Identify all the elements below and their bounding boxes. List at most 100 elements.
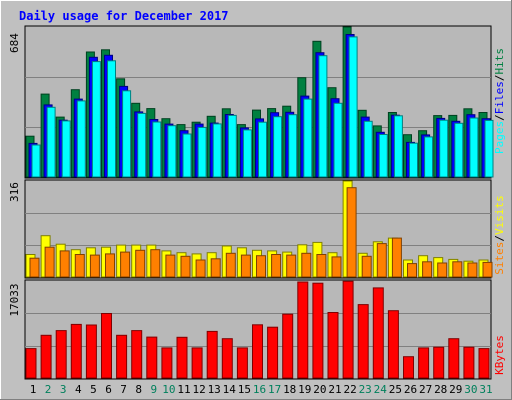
bar-kbytes-29: [448, 338, 460, 379]
bar-kbytes-31: [478, 348, 490, 379]
x-tick-3: 3: [60, 383, 67, 396]
bar-sites-4: [74, 254, 85, 278]
bar-sites-13: [210, 258, 221, 278]
bar-pages-14: [227, 114, 237, 178]
bar-sites-15: [240, 254, 251, 278]
bar-sites-24: [376, 243, 387, 278]
visits-ymax-label: 316: [8, 182, 21, 202]
bar-sites-23: [361, 255, 372, 278]
x-tick-8: 8: [135, 383, 142, 396]
bar-kbytes-28: [433, 346, 445, 379]
bar-kbytes-30: [463, 346, 475, 379]
bar-pages-29: [454, 122, 464, 178]
bar-kbytes-20: [312, 282, 324, 379]
bar-pages-26: [409, 142, 418, 178]
bar-groups: [25, 26, 494, 379]
legend-visits: Visits: [493, 195, 506, 235]
x-tick-13: 13: [208, 383, 221, 396]
bar-sites-5: [89, 254, 100, 278]
bar-kbytes-19: [297, 281, 309, 379]
x-tick-6: 6: [105, 383, 112, 396]
bar-sites-7: [120, 251, 131, 278]
bar-sites-25: [391, 237, 402, 278]
x-tick-12: 12: [192, 383, 205, 396]
x-tick-5: 5: [90, 383, 97, 396]
bar-pages-11: [182, 133, 192, 178]
bar-pages-25: [393, 115, 403, 178]
bar-sites-1: [29, 257, 40, 278]
legend-files: Files: [493, 81, 506, 114]
bar-sites-16: [256, 255, 266, 278]
bar-pages-18: [288, 114, 298, 178]
bar-pages-1: [31, 144, 41, 178]
bar-pages-5: [91, 61, 101, 178]
legend-hits: Hits: [493, 48, 506, 75]
bar-pages-27: [424, 136, 434, 178]
bar-pages-4: [76, 100, 86, 178]
x-tick-11: 11: [177, 383, 190, 396]
bar-kbytes-5: [85, 324, 97, 379]
bar-sites-11: [180, 255, 191, 278]
bar-kbytes-15: [236, 347, 248, 379]
bar-pages-30: [469, 117, 479, 178]
bar-kbytes-2: [40, 334, 52, 379]
bar-pages-2: [46, 106, 56, 178]
x-tick-14: 14: [223, 383, 237, 396]
bar-sites-27: [422, 261, 433, 278]
bar-sites-31: [482, 261, 493, 278]
x-tick-31: 31: [479, 383, 492, 396]
bar-kbytes-13: [206, 330, 218, 379]
x-tick-15: 15: [238, 383, 251, 396]
bar-pages-23: [363, 120, 373, 178]
x-tick-21: 21: [328, 383, 341, 396]
bar-kbytes-25: [387, 310, 399, 379]
bar-pages-28: [439, 119, 449, 178]
bar-pages-19: [303, 98, 313, 178]
chart-title: Daily usage for December 2017: [19, 9, 229, 23]
kbytes-legend: KBytes: [493, 335, 506, 375]
x-tick-7: 7: [120, 383, 127, 396]
bar-kbytes-18: [282, 313, 294, 379]
bar-sites-26: [407, 263, 417, 278]
legend-kbytes: KBytes: [493, 335, 506, 375]
bar-sites-18: [286, 254, 297, 278]
x-tick-1: 1: [30, 383, 37, 396]
x-tick-30: 30: [464, 383, 477, 396]
bar-sites-29: [452, 261, 463, 278]
x-tick-19: 19: [298, 383, 311, 396]
x-tick-16: 16: [253, 383, 266, 396]
visits-legend: Sites/Visits: [493, 195, 506, 275]
bar-pages-8: [137, 112, 147, 178]
bar-pages-7: [122, 90, 132, 178]
legend-sites: Sites: [493, 242, 506, 275]
bar-pages-24: [378, 134, 388, 178]
bar-kbytes-23: [357, 304, 369, 379]
kbytes-ymax-label: 17033: [8, 283, 21, 316]
bar-sites-19: [301, 252, 312, 278]
bar-sites-17: [271, 254, 282, 278]
bar-pages-15: [242, 129, 252, 178]
bar-kbytes-7: [116, 334, 128, 379]
bar-kbytes-8: [131, 330, 143, 379]
bar-sites-9: [150, 249, 161, 278]
bar-kbytes-9: [146, 336, 158, 379]
hits-legend: Pages/Files/Hits: [493, 48, 506, 154]
legend-sep-2: /: [493, 75, 506, 82]
bar-kbytes-10: [161, 347, 173, 379]
bar-sites-20: [316, 254, 327, 278]
bar-pages-13: [212, 123, 222, 178]
legend-sep-3: /: [493, 235, 506, 242]
bar-kbytes-22: [342, 280, 354, 379]
x-tick-29: 29: [449, 383, 462, 396]
x-tick-9: 9: [150, 383, 157, 396]
bar-kbytes-21: [327, 312, 339, 379]
x-tick-28: 28: [434, 383, 447, 396]
bar-kbytes-26: [403, 356, 414, 379]
x-tick-20: 20: [313, 383, 326, 396]
bar-sites-3: [59, 250, 70, 278]
bar-sites-14: [225, 252, 236, 278]
bar-sites-22: [346, 187, 357, 278]
bar-sites-21: [331, 256, 342, 278]
